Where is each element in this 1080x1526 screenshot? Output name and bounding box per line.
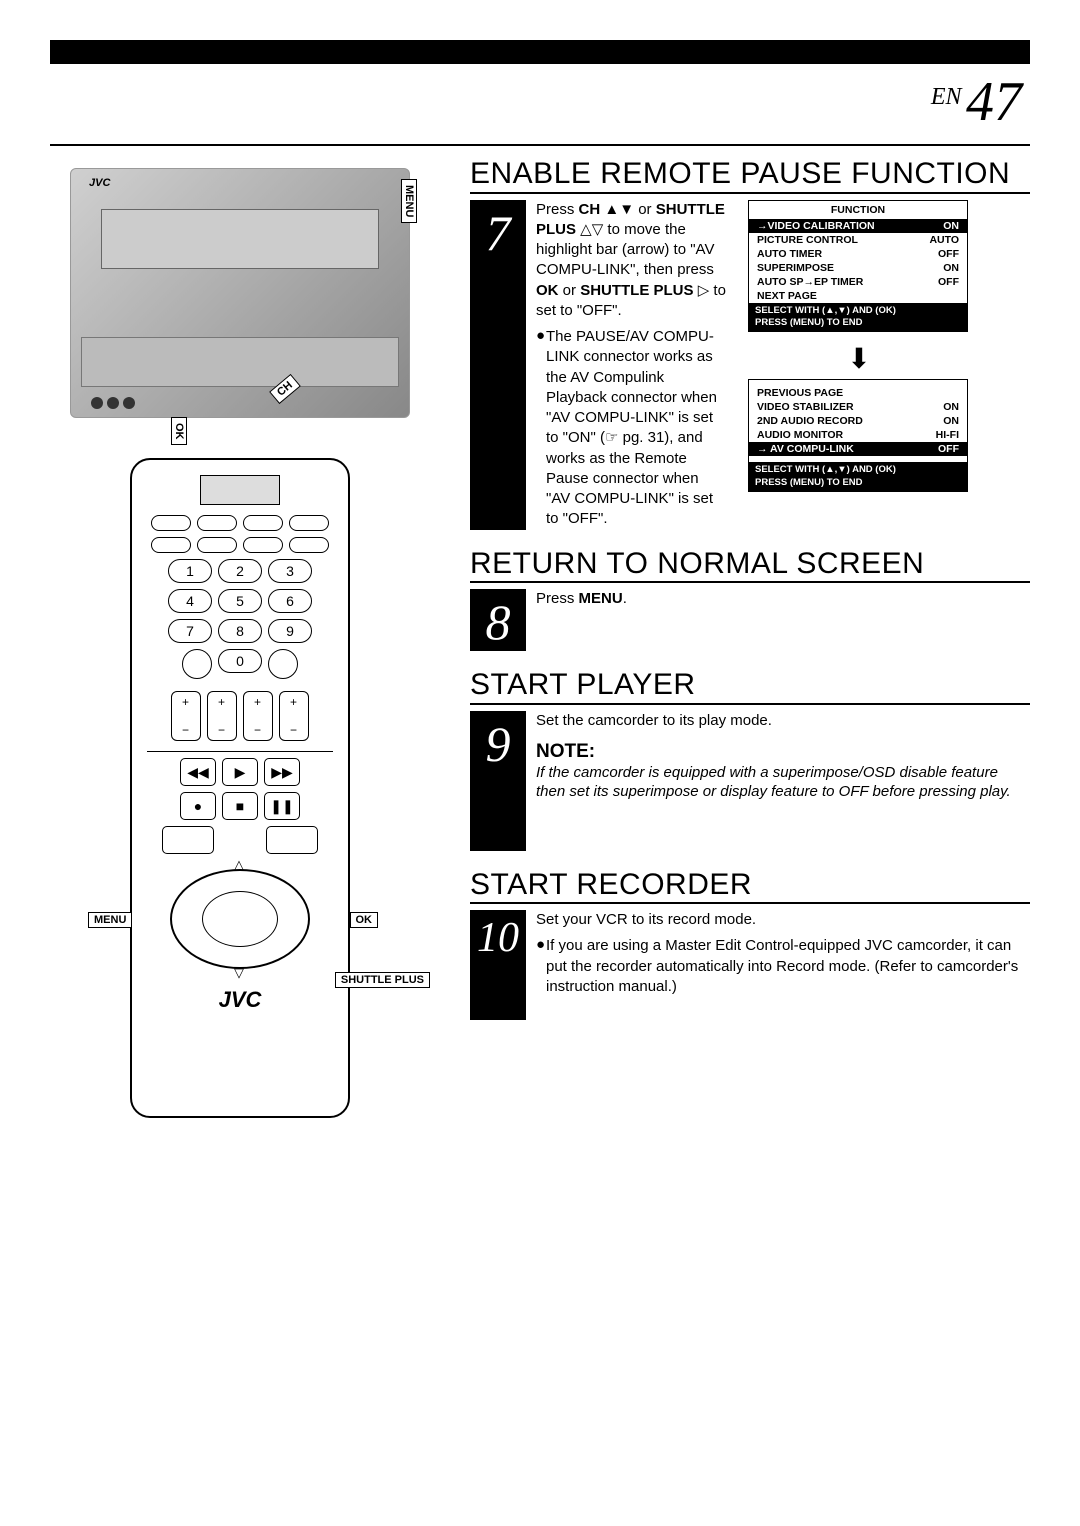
remote-brand: JVC <box>132 987 348 1013</box>
osd-menu-row: PREVIOUS PAGE <box>749 386 967 400</box>
step-10-num: 10 <box>470 910 526 1020</box>
remote-label-ok: OK <box>350 912 379 928</box>
menu-arrow-icon: ⬇ <box>748 342 970 375</box>
osd-menu-row: 2ND AUDIO RECORDON <box>749 414 967 428</box>
osd-menu-1-footer2: PRESS (MENU) TO END <box>755 317 961 329</box>
num-3: 3 <box>268 559 312 583</box>
vcr-front-panel <box>81 337 399 387</box>
rocker-1 <box>171 691 201 741</box>
step-9-num: 9 <box>470 711 526 851</box>
osd-menu-1-footer1: SELECT WITH (▲,▼) AND (OK) <box>755 305 961 317</box>
rocker-4 <box>279 691 309 741</box>
shuttle-dial: △ ▽ <box>170 869 310 969</box>
num-8: 8 <box>218 619 262 643</box>
rec-btn: ● <box>180 792 216 820</box>
numpad-row: 1 2 3 <box>132 559 348 583</box>
step-9-note-text: If the camcorder is equipped with a supe… <box>536 763 1030 802</box>
rocker-2 <box>207 691 237 741</box>
osd-menu-row: → AV COMPU-LINKOFF <box>749 442 967 456</box>
vcr-buttons <box>91 397 135 409</box>
num-9: 9 <box>268 619 312 643</box>
vcr-cassette-slot <box>101 209 379 269</box>
osd-menus: FUNCTION →VIDEO CALIBRATIONONPICTURE CON… <box>748 200 970 520</box>
ok-btn <box>266 826 318 854</box>
remote-label-shuttle: SHUTTLE PLUS <box>335 972 430 988</box>
step-7-title: ENABLE REMOTE PAUSE FUNCTION <box>470 158 1030 194</box>
remote-label-menu: MENU <box>88 912 132 928</box>
step-9: 9 Set the camcorder to its play mode. NO… <box>470 711 1030 851</box>
manual-page: EN 47 MENU JVC OK CH <box>0 0 1080 1168</box>
step-7-body: Press CH ▲▼ or SHUTTLE PLUS △▽ to move t… <box>536 200 726 322</box>
left-column: MENU JVC OK CH 1 2 <box>50 158 430 1128</box>
right-column: ENABLE REMOTE PAUSE FUNCTION 7 Press CH … <box>470 158 1030 1128</box>
step-7-bullet: ● The PAUSE/AV COMPU-LINK connector work… <box>536 327 726 530</box>
step-8-title: RETURN TO NORMAL SCREEN <box>470 548 1030 584</box>
osd-menu-1: FUNCTION →VIDEO CALIBRATIONONPICTURE CON… <box>748 200 968 333</box>
osd-menu-row: SUPERIMPOSEON <box>749 261 967 275</box>
header-rule <box>50 144 1030 146</box>
stop-btn: ■ <box>222 792 258 820</box>
step-8-num: 8 <box>470 589 526 651</box>
content-columns: MENU JVC OK CH 1 2 <box>50 158 1030 1128</box>
step-10-title: START RECORDER <box>470 869 1030 905</box>
top-black-bar <box>50 40 1030 64</box>
step-7-num: 7 <box>470 200 526 530</box>
step-9-note-label: NOTE: <box>536 741 1030 763</box>
vcr-label-ok: OK <box>171 417 187 446</box>
osd-menu-2-footer2: PRESS (MENU) TO END <box>755 477 961 489</box>
step-9-body: Set the camcorder to its play mode. <box>536 711 1030 731</box>
step-10: 10 Set your VCR to its record mode. ● If… <box>470 910 1030 1020</box>
vcr-label-menu: MENU <box>401 179 417 223</box>
osd-menu-2: PREVIOUS PAGEVIDEO STABILIZERON2ND AUDIO… <box>748 379 968 492</box>
osd-menu-row: AUDIO MONITORHI-FI <box>749 428 967 442</box>
menu-btn <box>162 826 214 854</box>
rewind-btn: ◀◀ <box>180 758 216 786</box>
play-btn: ▶ <box>222 758 258 786</box>
step-10-bullet: ● If you are using a Master Edit Control… <box>536 936 1030 997</box>
vcr-brand: JVC <box>89 177 110 189</box>
num-0: 0 <box>218 649 262 673</box>
num-blank-l <box>182 649 212 679</box>
step-8-body: Press MENU. <box>536 589 1030 609</box>
lang-label: EN <box>931 84 962 110</box>
osd-menu-row: AUTO TIMEROFF <box>749 247 967 261</box>
ff-btn: ▶▶ <box>264 758 300 786</box>
num-blank-r <box>268 649 298 679</box>
osd-menu-row: VIDEO STABILIZERON <box>749 400 967 414</box>
num-5: 5 <box>218 589 262 613</box>
vcr-diagram: MENU JVC OK CH <box>70 168 410 418</box>
step-8: 8 Press MENU. <box>470 589 1030 651</box>
remote-body: 1 2 3 4 5 6 7 8 9 <box>130 458 350 1118</box>
osd-menu-row: →VIDEO CALIBRATIONON <box>749 219 967 233</box>
num-6: 6 <box>268 589 312 613</box>
pause-btn: ❚❚ <box>264 792 300 820</box>
step-7: 7 Press CH ▲▼ or SHUTTLE PLUS △▽ to move… <box>470 200 1030 530</box>
remote-diagram: 1 2 3 4 5 6 7 8 9 <box>110 458 370 1128</box>
osd-menu-row: AUTO SP→EP TIMEROFF <box>749 275 967 289</box>
osd-menu-row: NEXT PAGE <box>749 289 967 303</box>
num-4: 4 <box>168 589 212 613</box>
remote-display <box>200 475 280 505</box>
num-2: 2 <box>218 559 262 583</box>
num-1: 1 <box>168 559 212 583</box>
num-7: 7 <box>168 619 212 643</box>
step-9-title: START PLAYER <box>470 669 1030 705</box>
page-num: 47 <box>966 71 1022 133</box>
osd-menu-row: PICTURE CONTROLAUTO <box>749 233 967 247</box>
step-10-body: Set your VCR to its record mode. <box>536 910 1030 930</box>
rocker-3 <box>243 691 273 741</box>
osd-menu-2-footer1: SELECT WITH (▲,▼) AND (OK) <box>755 464 961 476</box>
page-number: EN 47 <box>50 70 1030 134</box>
osd-menu-1-header: FUNCTION <box>749 201 967 219</box>
